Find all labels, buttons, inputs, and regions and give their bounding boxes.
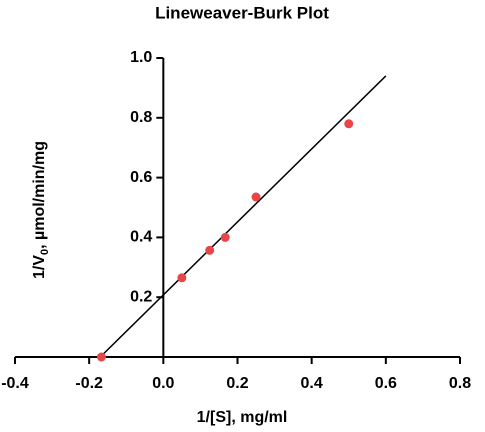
x-tick-label: 0.2 <box>226 375 248 392</box>
y-label-main: 1/V <box>31 255 48 279</box>
y-tick-label: 0.4 <box>130 229 152 246</box>
x-tick-label: 0.6 <box>375 375 397 392</box>
y-axis-label: 1/V0, µmol/min/mg <box>31 141 51 279</box>
y-tick-label: 0.2 <box>130 288 152 305</box>
y-tick-label: 0.6 <box>130 169 152 186</box>
x-axis-label: 1/[S], mg/ml <box>197 409 288 426</box>
chart-title: Lineweaver-Burk Plot <box>155 3 329 22</box>
y-tick-label: 1.0 <box>130 49 152 66</box>
data-point <box>220 232 230 242</box>
y-label-sub: 0 <box>39 249 51 255</box>
x-tick-label: 0.0 <box>152 375 174 392</box>
data-point <box>344 119 354 129</box>
data-point <box>251 192 261 202</box>
data-point <box>177 273 187 283</box>
fit-line <box>99 75 387 358</box>
x-tick-label: -0.4 <box>1 375 29 392</box>
y-label-rest: , µmol/min/mg <box>31 141 48 249</box>
x-tick-label: 0.8 <box>449 375 471 392</box>
data-point <box>205 245 215 255</box>
y-tick-label: 0.8 <box>130 109 152 126</box>
x-tick-label: -0.2 <box>75 375 103 392</box>
data-point <box>96 352 106 362</box>
x-tick-label: 0.4 <box>301 375 323 392</box>
